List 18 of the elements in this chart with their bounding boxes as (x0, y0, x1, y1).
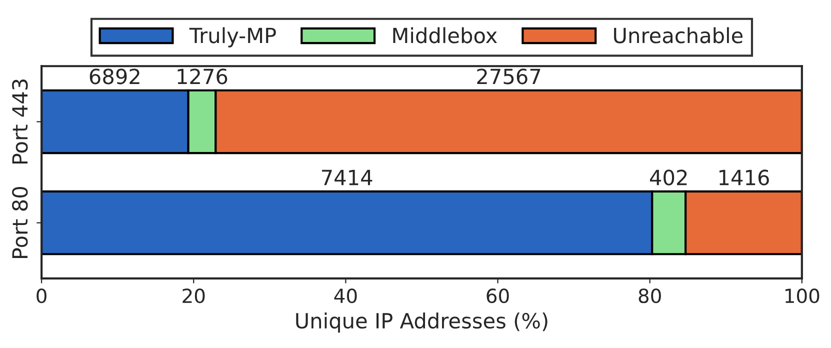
annotation: 6892 (90, 68, 140, 84)
y-tick-label: Port 443 (12, 80, 28, 164)
legend-label: Unreachable (614, 27, 743, 44)
x-axis-title: Unique IP Addresses (%) (296, 312, 548, 333)
legend-label: Middlebox (393, 27, 497, 44)
x-tick-label: 80 (638, 288, 661, 304)
annotation: 27567 (477, 68, 540, 84)
x-tick-label: 60 (486, 288, 509, 304)
x-tick-label: 40 (334, 288, 357, 304)
annotation: 402 (650, 170, 687, 186)
x-tick-label: 20 (182, 288, 205, 304)
annotation: 7414 (322, 170, 372, 186)
y-tick-label: Port 80 (12, 186, 28, 258)
legend-label: Truly-MP (189, 27, 276, 48)
x-tick-label: 100 (785, 288, 820, 304)
annotation: 1416 (720, 170, 769, 186)
x-tick-label: 0 (36, 288, 46, 304)
annotation: 1276 (178, 68, 228, 84)
